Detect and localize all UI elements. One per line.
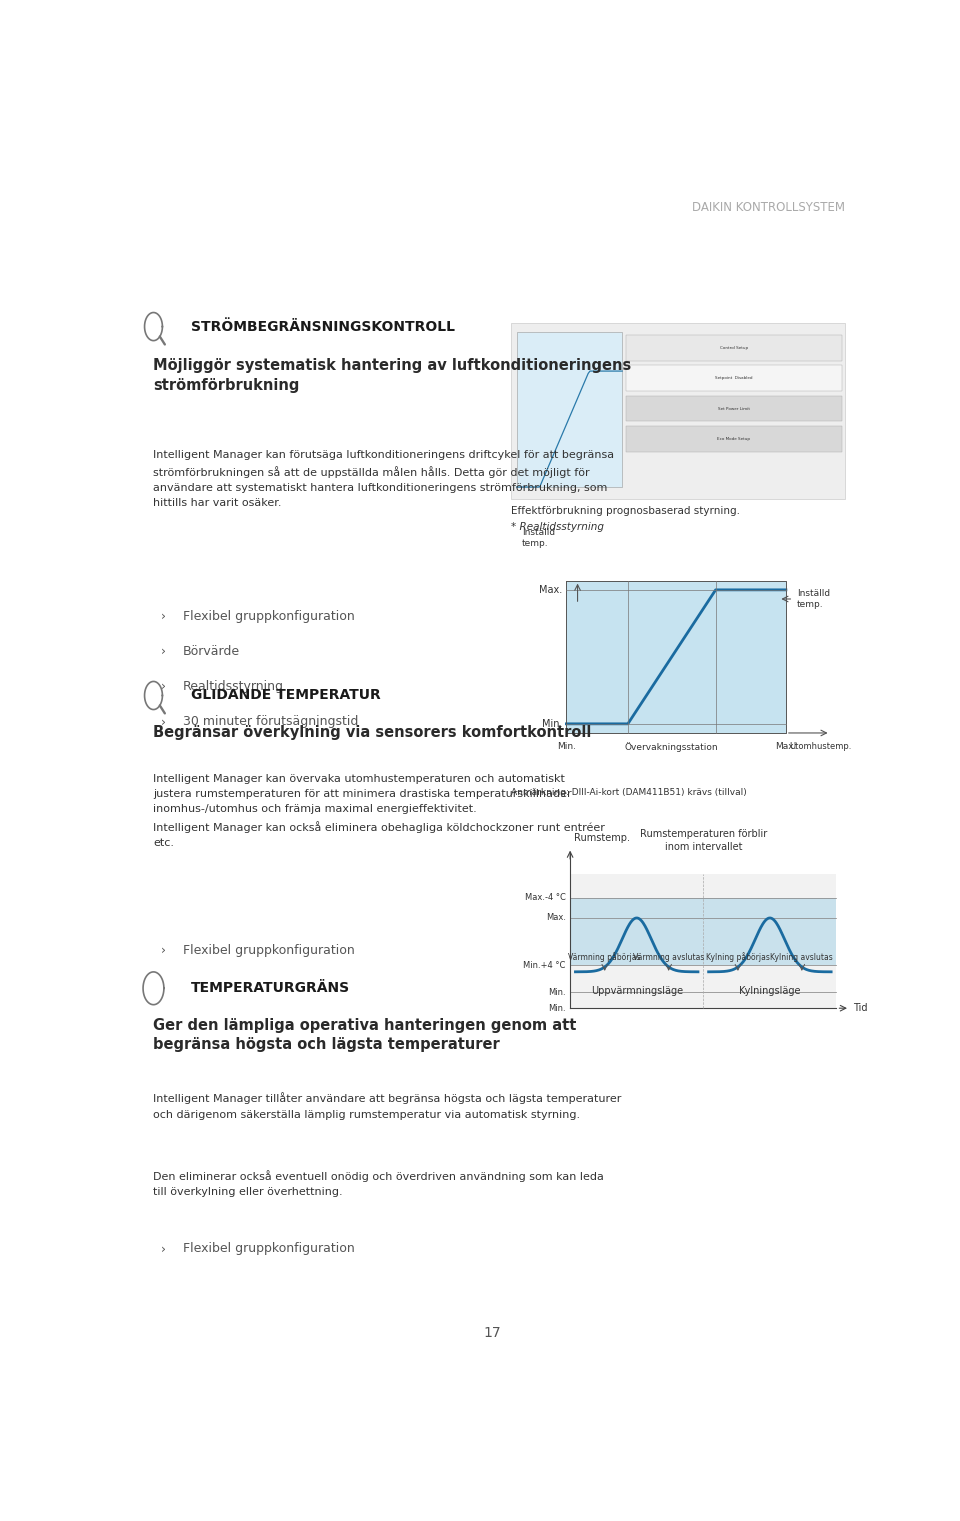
Text: Effektförbrukning prognosbaserad styrning.: Effektförbrukning prognosbaserad styrnin…	[511, 506, 739, 516]
Text: Eco Mode Setup: Eco Mode Setup	[717, 437, 751, 441]
Text: Min.+4 °C: Min.+4 °C	[523, 961, 565, 969]
Text: Värmning påbörjas: Värmning påbörjas	[568, 952, 641, 963]
Text: Anmärkning: DIII-Ai-kort (DAM411B51) krävs (tillval): Anmärkning: DIII-Ai-kort (DAM411B51) krä…	[511, 788, 746, 797]
Text: Den eliminerar också eventuell onödig och överdriven användning som kan leda
til: Den eliminerar också eventuell onödig oc…	[154, 1170, 605, 1197]
Text: Min.: Min.	[557, 742, 576, 751]
Text: Möjliggör systematisk hantering av luftkonditioneringens
strömförbrukning: Möjliggör systematisk hantering av luftk…	[154, 357, 632, 392]
Text: Flexibel gruppkonfiguration: Flexibel gruppkonfiguration	[183, 943, 355, 957]
Text: Rumstemperaturen förblir
inom intervallet: Rumstemperaturen förblir inom intervalle…	[639, 829, 767, 852]
Text: Flexibel gruppkonfiguration: Flexibel gruppkonfiguration	[183, 1243, 355, 1255]
Text: Intelligent Manager tillåter användare att begränsa högsta och lägsta temperatur: Intelligent Manager tillåter användare a…	[154, 1092, 622, 1119]
Text: Uppvärmningsläge: Uppvärmningsläge	[590, 987, 683, 996]
Bar	[570, 873, 836, 1008]
Text: ›: ›	[161, 943, 166, 957]
Bar	[570, 897, 836, 966]
Text: GLIDANDE TEMPERATUR: GLIDANDE TEMPERATUR	[191, 689, 380, 703]
Bar	[626, 335, 842, 360]
Text: Max.-4 °C: Max.-4 °C	[525, 893, 565, 902]
Text: Utomhustemp.: Utomhustemp.	[789, 742, 852, 751]
Text: Kylning påbörjas: Kylning påbörjas	[706, 952, 770, 963]
Text: Flexibel gruppkonfiguration: Flexibel gruppkonfiguration	[183, 610, 355, 624]
Text: 30 minuter förutsägningstid: 30 minuter förutsägningstid	[183, 715, 359, 729]
Text: Övervakningsstation: Övervakningsstation	[625, 742, 719, 753]
Text: Kylning avslutas: Kylning avslutas	[771, 954, 833, 963]
Text: ›: ›	[161, 1243, 166, 1255]
Text: Kylningsläge: Kylningsläge	[739, 987, 801, 996]
Text: Setpoint  Disabled: Setpoint Disabled	[715, 376, 753, 380]
Text: ›: ›	[161, 680, 166, 694]
Text: Inställd
temp.: Inställd temp.	[522, 528, 555, 548]
Bar	[626, 395, 842, 421]
Text: * Realtidsstyrning: * Realtidsstyrning	[511, 522, 604, 532]
Text: STRÖMBEGRÄNSNINGSKONTROLL: STRÖMBEGRÄNSNINGSKONTROLL	[191, 319, 455, 333]
Bar	[516, 333, 622, 487]
Text: Intelligent Manager kan förutsäga luftkonditioneringens driftcykel för att begrä: Intelligent Manager kan förutsäga luftko…	[154, 450, 614, 508]
Text: Inställd
temp.: Inställd temp.	[797, 589, 830, 608]
Bar	[626, 426, 842, 452]
Text: Min.: Min.	[542, 719, 563, 729]
Text: Rumstemp.: Rumstemp.	[574, 834, 630, 843]
Text: Tid: Tid	[852, 1004, 867, 1013]
Text: Max.: Max.	[540, 586, 563, 595]
Text: Ger den lämpliga operativa hanteringen genom att
begränsa högsta och lägsta temp: Ger den lämpliga operativa hanteringen g…	[154, 1018, 577, 1053]
Text: Min.: Min.	[548, 987, 565, 996]
Text: ›: ›	[161, 610, 166, 624]
Bar	[626, 365, 842, 391]
Text: Max.: Max.	[775, 742, 797, 751]
Text: Begränsar överkylning via sensorers komfortkontroll: Begränsar överkylning via sensorers komf…	[154, 726, 592, 739]
Text: Börvärde: Börvärde	[183, 645, 240, 659]
Text: TEMPERATURGRÄNS: TEMPERATURGRÄNS	[191, 981, 349, 995]
Text: ›: ›	[161, 645, 166, 659]
Text: 17: 17	[483, 1326, 501, 1340]
Text: Max.: Max.	[545, 914, 565, 922]
Bar	[566, 581, 786, 733]
Text: Control Setup: Control Setup	[720, 345, 748, 350]
Text: Min.: Min.	[548, 1004, 565, 1013]
Text: Intelligent Manager kan övervaka utomhustemperaturen och automatiskt
justera rum: Intelligent Manager kan övervaka utomhus…	[154, 774, 606, 847]
Bar	[511, 322, 846, 499]
Text: Värmning avslutas: Värmning avslutas	[633, 954, 705, 963]
Text: Set Power Limit: Set Power Limit	[718, 406, 750, 411]
Text: DAIKIN KONTROLLSYSTEM: DAIKIN KONTROLLSYSTEM	[692, 201, 846, 214]
Text: ›: ›	[161, 715, 166, 729]
Text: Realtidsstyrning: Realtidsstyrning	[183, 680, 284, 694]
